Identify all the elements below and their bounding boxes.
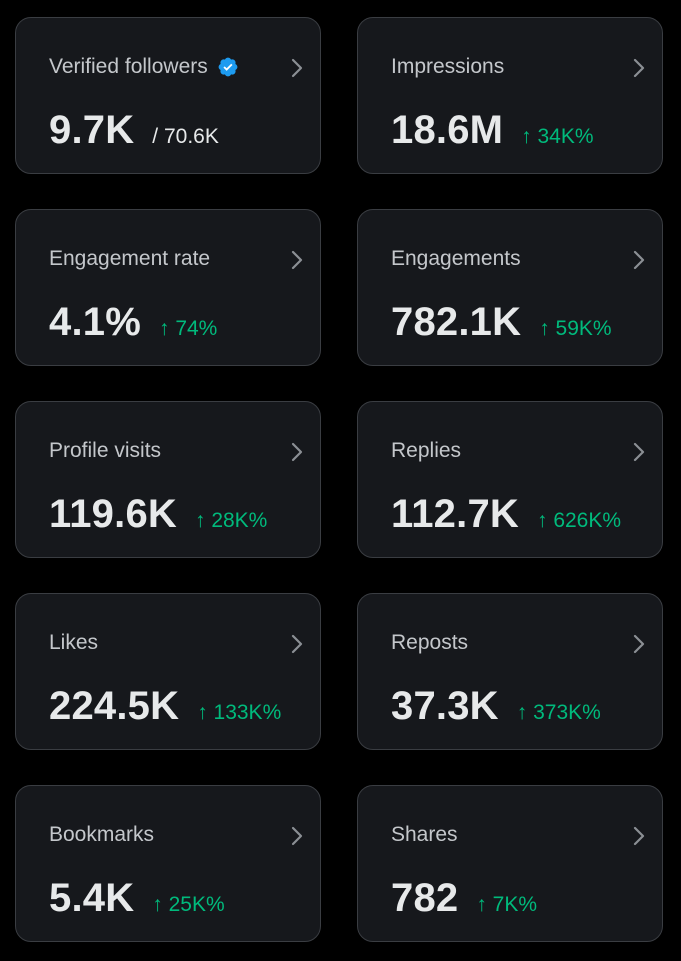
card-value: 782 bbox=[391, 876, 459, 920]
card-value: 9.7K bbox=[49, 108, 135, 152]
card-change: ↑ 7K% bbox=[476, 893, 538, 916]
card-label: Engagement rate bbox=[49, 247, 211, 270]
card-label: Shares bbox=[391, 823, 458, 846]
card-engagement-rate[interactable]: Engagement rate 4.1% ↑ 74% bbox=[15, 209, 321, 366]
chevron-right-icon bbox=[633, 826, 645, 846]
card-label-row: Bookmarks bbox=[49, 822, 154, 848]
card-value: 119.6K bbox=[49, 492, 177, 536]
verified-badge-icon bbox=[218, 57, 238, 77]
card-value-row: 224.5K ↑ 133K% bbox=[49, 684, 281, 728]
card-value-row: 18.6M ↑ 34K% bbox=[391, 108, 594, 152]
card-change: ↑ 59K% bbox=[539, 317, 612, 340]
card-replies[interactable]: Replies 112.7K ↑ 626K% bbox=[357, 401, 663, 558]
card-likes[interactable]: Likes 224.5K ↑ 133K% bbox=[15, 593, 321, 750]
card-value: 18.6M bbox=[391, 108, 504, 152]
chevron-right-icon bbox=[633, 442, 645, 462]
card-label-row: Replies bbox=[391, 438, 461, 464]
card-label-row: Impressions bbox=[391, 54, 504, 80]
card-change: ↑ 626K% bbox=[536, 509, 622, 532]
card-label: Impressions bbox=[391, 55, 505, 78]
card-value: 37.3K bbox=[391, 684, 499, 728]
chevron-right-icon bbox=[291, 442, 303, 462]
card-change: ↑ 25K% bbox=[152, 893, 225, 916]
card-label: Engagements bbox=[391, 247, 521, 270]
card-value: 4.1% bbox=[49, 300, 141, 344]
card-profile-visits[interactable]: Profile visits 119.6K ↑ 28K% bbox=[15, 401, 321, 558]
card-label: Likes bbox=[49, 631, 99, 654]
card-value-row: 782.1K ↑ 59K% bbox=[391, 300, 612, 344]
card-change: ↑ 34K% bbox=[521, 125, 594, 148]
card-label-row: Profile visits bbox=[49, 438, 161, 464]
card-value-row: 782 ↑ 7K% bbox=[391, 876, 537, 920]
card-engagements[interactable]: Engagements 782.1K ↑ 59K% bbox=[357, 209, 663, 366]
card-label-row: Engagements bbox=[391, 246, 521, 272]
card-label: Replies bbox=[391, 439, 462, 462]
card-label-row: Reposts bbox=[391, 630, 468, 656]
card-value-row: 37.3K ↑ 373K% bbox=[391, 684, 601, 728]
card-value-row: 119.6K ↑ 28K% bbox=[49, 492, 267, 536]
card-value: 112.7K bbox=[391, 492, 519, 536]
card-label-row: Shares bbox=[391, 822, 458, 848]
chevron-right-icon bbox=[291, 58, 303, 78]
card-label-row: Likes bbox=[49, 630, 98, 656]
chevron-right-icon bbox=[291, 250, 303, 270]
card-value-row: 9.7K / 70.6K bbox=[49, 108, 219, 152]
card-total: / 70.6K bbox=[152, 125, 219, 148]
card-label-row: Verified followers bbox=[49, 54, 239, 80]
card-value-row: 4.1% ↑ 74% bbox=[49, 300, 217, 344]
card-change: ↑ 373K% bbox=[516, 701, 601, 724]
card-label: Reposts bbox=[391, 631, 469, 654]
chevron-right-icon bbox=[633, 58, 645, 78]
card-bookmarks[interactable]: Bookmarks 5.4K ↑ 25K% bbox=[15, 785, 321, 942]
card-change: ↑ 74% bbox=[158, 317, 218, 340]
card-shares[interactable]: Shares 782 ↑ 7K% bbox=[357, 785, 663, 942]
card-label: Bookmarks bbox=[49, 823, 155, 846]
card-value: 5.4K bbox=[49, 876, 135, 920]
card-label: Verified followers bbox=[49, 55, 208, 78]
chevron-right-icon bbox=[291, 826, 303, 846]
card-verified-followers[interactable]: Verified followers 9.7K / 70.6K bbox=[15, 17, 321, 174]
chevron-right-icon bbox=[291, 634, 303, 654]
card-reposts[interactable]: Reposts 37.3K ↑ 373K% bbox=[357, 593, 663, 750]
card-value: 782.1K bbox=[391, 300, 522, 344]
card-label-row: Engagement rate bbox=[49, 246, 210, 272]
chevron-right-icon bbox=[633, 250, 645, 270]
card-value-row: 5.4K ↑ 25K% bbox=[49, 876, 225, 920]
card-value-row: 112.7K ↑ 626K% bbox=[391, 492, 621, 536]
chevron-right-icon bbox=[633, 634, 645, 654]
card-impressions[interactable]: Impressions 18.6M ↑ 34K% bbox=[357, 17, 663, 174]
card-label: Profile visits bbox=[49, 439, 162, 462]
card-change: ↑ 133K% bbox=[197, 701, 282, 724]
card-value: 224.5K bbox=[49, 684, 180, 728]
card-change: ↑ 28K% bbox=[194, 509, 268, 532]
